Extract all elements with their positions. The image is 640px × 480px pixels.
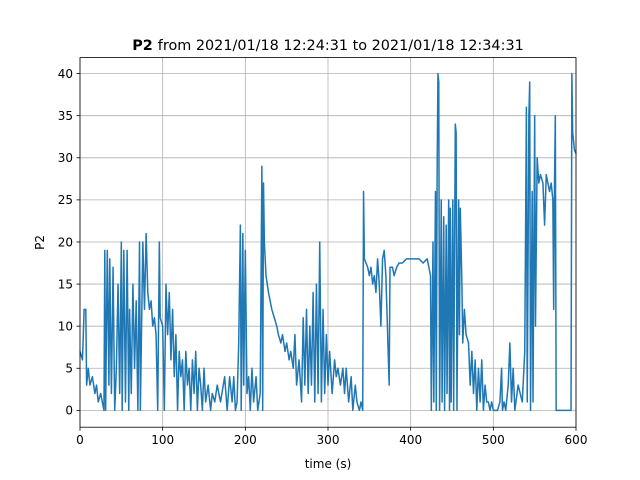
- chart-title-group: P2 from 2021/01/18 12:24:31 to 2021/01/18…: [132, 38, 524, 54]
- x-tick-label: 300: [317, 433, 340, 447]
- chart-title: from 2021/01/18 12:24:31 to 2021/01/18 1…: [158, 38, 524, 54]
- x-tick-label: 100: [151, 433, 174, 447]
- x-tick-label: 200: [234, 433, 257, 447]
- x-tick-label: 400: [399, 433, 422, 447]
- plot-area: 0 100 200 300 400 500 600 0 5 10 15 20 25 30 35 40: [58, 57, 588, 447]
- chart-title-name: P2: [132, 38, 153, 54]
- y-tick-label: 10: [58, 319, 73, 333]
- x-tick-label: 0: [76, 433, 84, 447]
- y-axis-label: P2: [33, 235, 47, 250]
- x-tick-label: 600: [565, 433, 588, 447]
- axes-frame: [79, 57, 577, 428]
- x-axis-label: time (s): [305, 457, 352, 471]
- y-tick-label: 30: [58, 151, 73, 165]
- y-tick-label: 40: [58, 67, 73, 81]
- y-tick-label: 25: [58, 193, 73, 207]
- y-tick-label: 0: [65, 404, 73, 418]
- x-tick-label: 500: [482, 433, 505, 447]
- y-tick-label: 20: [58, 235, 73, 249]
- y-tick-label: 5: [65, 362, 73, 376]
- y-tick-label: 15: [58, 277, 73, 291]
- data-line: [79, 72, 577, 412]
- y-tick-label: 35: [58, 109, 73, 123]
